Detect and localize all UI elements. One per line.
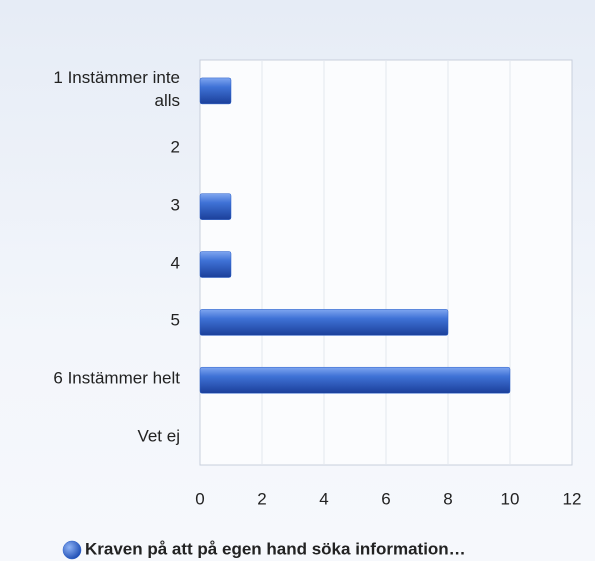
x-tick-label: 8 (443, 489, 452, 508)
x-tick-label: 6 (381, 489, 390, 508)
y-tick-label: 1 Instämmer inte alls (53, 67, 180, 110)
x-tick-label: 2 (257, 489, 266, 508)
y-tick-label: 6 Instämmer helt (53, 368, 180, 388)
bar (199, 77, 232, 105)
legend-marker (62, 540, 82, 560)
y-tick-label: 3 (170, 195, 180, 215)
y-tick-label: 4 (170, 253, 180, 272)
x-tick-label: 4 (319, 489, 328, 508)
y-tick-label: 5 (170, 310, 180, 330)
x-tick-label: 12 (563, 489, 582, 508)
legend-label: Kraven på att på egen hand söka informat… (85, 539, 466, 558)
y-tick-label: Vet ej (137, 426, 180, 446)
x-tick-label: 0 (195, 489, 204, 508)
bar (199, 309, 449, 336)
bar (199, 193, 232, 220)
bar (199, 251, 232, 278)
x-tick-label: 10 (501, 489, 520, 508)
bar (199, 366, 511, 394)
y-tick-label: 2 (170, 137, 180, 157)
